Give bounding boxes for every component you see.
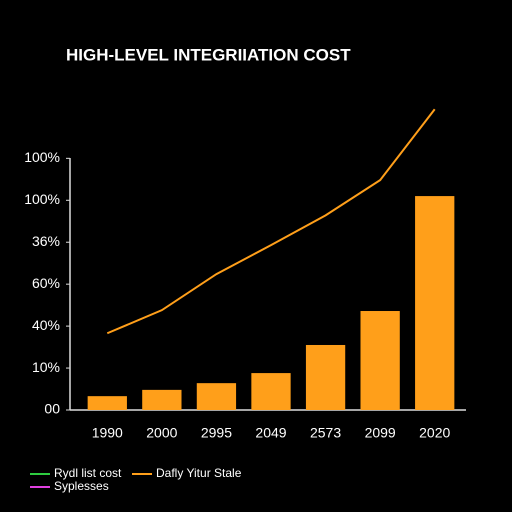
legend-label: Rydl list cost [54, 466, 122, 480]
bar [87, 396, 127, 410]
x-tick-label: 2573 [310, 425, 341, 441]
x-tick-label: 2995 [201, 425, 232, 441]
chart-title: HIGH-LEVEL INTEGRIIATION COST [66, 45, 351, 64]
x-tick-label: 2049 [255, 425, 286, 441]
legend-label: Syplesses [54, 479, 109, 493]
bar [196, 383, 237, 410]
y-tick-label: 100% [24, 149, 60, 165]
y-tick-label: 10% [32, 359, 60, 375]
bar [305, 344, 346, 410]
y-tick-label: 100% [24, 191, 60, 207]
y-tick-label: 60% [32, 275, 60, 291]
line [106, 108, 436, 335]
y-tick-label: 00 [44, 401, 60, 417]
x-tick-label: 2099 [365, 425, 396, 441]
legend-label: Dafly Yitur Stale [156, 466, 242, 480]
y-tick-label: 36% [32, 233, 60, 249]
bar [251, 373, 291, 410]
x-tick-label: 2000 [146, 425, 177, 441]
x-tick-label: 1990 [92, 425, 123, 441]
bar [142, 389, 182, 410]
x-tick-label: 2020 [419, 425, 450, 441]
y-tick-label: 40% [32, 317, 60, 333]
bar [415, 196, 455, 410]
bar [360, 311, 400, 410]
